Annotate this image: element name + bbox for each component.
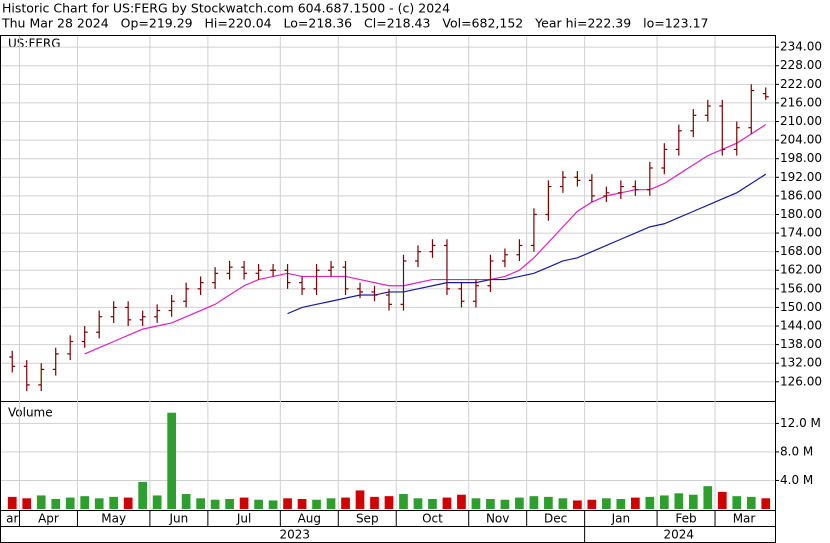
volume-bar — [544, 496, 553, 509]
volume-bar — [442, 497, 452, 509]
volume-bar — [254, 499, 263, 509]
x-tick-label: Sep — [356, 512, 379, 526]
y2-tick-label: 12.0 M — [780, 416, 821, 430]
volume-bar — [717, 491, 727, 509]
volume-bar — [732, 496, 742, 509]
volume-bar — [152, 495, 162, 509]
y-tick-label: 186.00 — [780, 188, 822, 202]
volume-bar — [167, 412, 176, 509]
volume-bar — [210, 499, 220, 509]
volume-bar — [283, 498, 292, 509]
y2-tick-label: 4.0 M — [780, 473, 813, 487]
year-label: 2023 — [280, 528, 311, 542]
volume-bar — [312, 499, 321, 509]
volume-bar — [500, 499, 510, 509]
volume-bar — [355, 490, 365, 509]
volume-bar — [602, 498, 611, 509]
y-tick-label: 216.00 — [780, 95, 822, 109]
volume-bar — [196, 498, 205, 509]
volume-bar — [558, 498, 568, 509]
y-tick-label: 144.00 — [780, 319, 822, 333]
volume-bar — [573, 500, 582, 509]
volume-bar — [674, 493, 684, 509]
x-tick-label: Jun — [169, 512, 189, 526]
year-label: 2024 — [664, 528, 695, 542]
symbol-label: US:FERG — [8, 37, 61, 51]
y-tick-label: 204.00 — [780, 133, 822, 147]
chart-subtitle: Thu Mar 28 2024 Op=219.29 Hi=220.04 Lo=2… — [1, 16, 708, 31]
y-tick-label: 180.00 — [780, 207, 822, 221]
moving-average-line — [84, 124, 767, 355]
volume-bar — [645, 496, 655, 509]
volume-label: Volume — [8, 406, 53, 420]
volume-bar — [587, 499, 597, 509]
y-tick-label: 174.00 — [780, 226, 822, 240]
volume-bar — [413, 498, 423, 509]
volume-bar — [486, 499, 495, 509]
grid — [1, 36, 775, 509]
x-tick-label: Jul — [236, 512, 251, 526]
volume-bar — [428, 499, 437, 509]
y-tick-label: 210.00 — [780, 114, 822, 128]
volume-bar — [515, 497, 524, 509]
y-tick-label: 198.00 — [780, 151, 822, 165]
y-tick-label: 150.00 — [780, 300, 822, 314]
volume-bar — [457, 494, 466, 509]
volume-bar — [123, 497, 133, 509]
y-tick-label: 228.00 — [780, 58, 822, 72]
y2-tick-label: 8.0 M — [780, 444, 813, 458]
volume-bar — [326, 498, 336, 509]
y-tick-label: 138.00 — [780, 337, 822, 351]
volume-bar — [225, 499, 234, 509]
volume-bar — [703, 486, 713, 509]
volume-bar — [399, 494, 408, 509]
volume-bar — [268, 500, 278, 509]
volume-bar — [7, 496, 17, 509]
volume-bar — [616, 499, 626, 509]
x-tick-label: May — [101, 512, 126, 526]
x-tick-label: Dec — [544, 512, 567, 526]
volume-bar — [529, 496, 539, 509]
y-tick-label: 222.00 — [780, 77, 822, 91]
volume-bar — [384, 496, 394, 509]
y-tick-label: 192.00 — [780, 170, 822, 184]
y-tick-label: 168.00 — [780, 244, 822, 258]
volume-bar — [51, 499, 61, 509]
y-tick-label: 126.00 — [780, 374, 822, 388]
volume-bar — [94, 498, 104, 509]
volume-bar — [761, 498, 771, 509]
volume-bar — [341, 497, 350, 509]
volume-bar — [370, 496, 379, 509]
moving-average-line — [287, 173, 767, 315]
volume-bar — [297, 499, 307, 509]
y-tick-label: 234.00 — [780, 40, 822, 54]
volume-bar — [630, 497, 640, 509]
volume-bar — [109, 496, 119, 509]
x-tick-label: Jan — [611, 512, 631, 526]
y-tick-label: 162.00 — [780, 263, 822, 277]
volume-bar — [36, 495, 46, 509]
x-tick-label: ar — [6, 512, 18, 526]
volume-bar — [80, 496, 90, 509]
y-tick-label: 156.00 — [780, 281, 822, 295]
x-tick-label: Apr — [38, 512, 59, 526]
x-tick-label: Mar — [733, 512, 756, 526]
volume-bar — [471, 498, 481, 509]
volume-bar — [659, 495, 669, 509]
volume-bar — [22, 498, 32, 509]
volume-bar — [239, 497, 249, 509]
y-tick-label: 132.00 — [780, 356, 822, 370]
x-tick-label: Oct — [422, 512, 443, 526]
x-tick-label: Feb — [675, 512, 696, 526]
volume-bar — [138, 481, 148, 509]
chart-title: Historic Chart for US:FERG by Stockwatch… — [2, 1, 450, 16]
x-tick-label: Nov — [486, 512, 509, 526]
volume-bar — [688, 494, 698, 509]
volume-bar — [746, 496, 756, 509]
volume-bar — [65, 497, 75, 509]
x-tick-label: Aug — [298, 512, 321, 526]
volume-bar — [181, 494, 191, 509]
